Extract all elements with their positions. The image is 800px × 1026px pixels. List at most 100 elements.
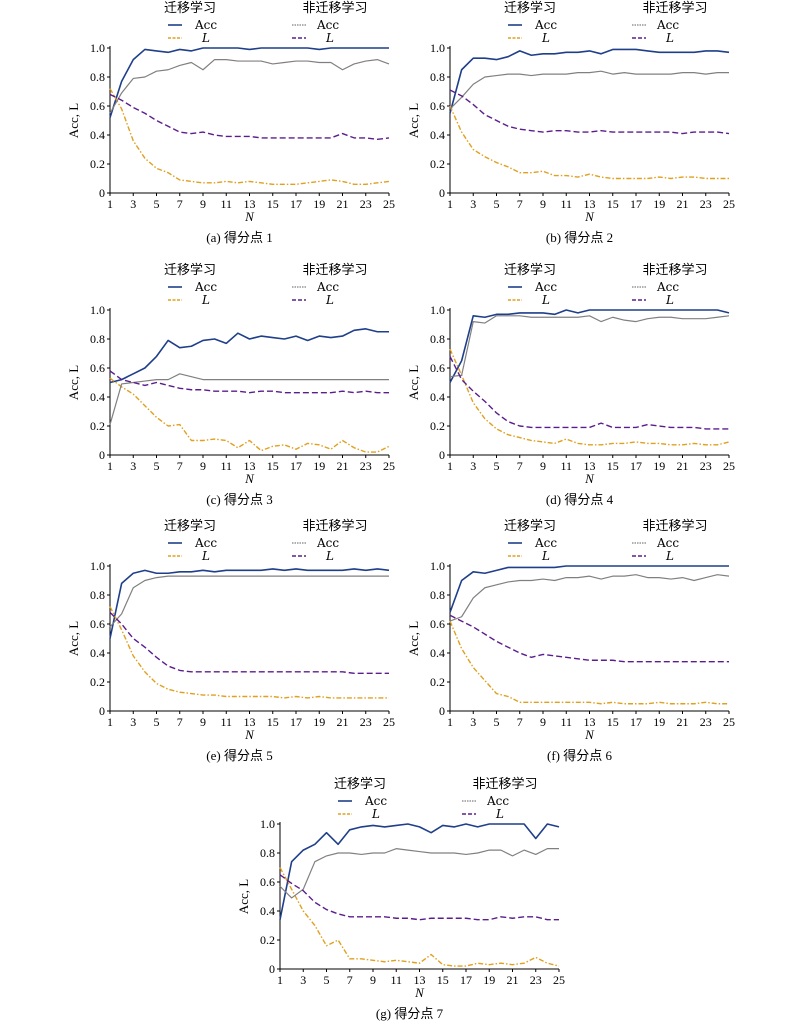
x-tick-label: 5 [154,459,160,473]
legend-label-acc-transfer: Acc [364,794,387,808]
x-tick-label: 13 [584,459,596,473]
x-tick-label: 25 [553,973,565,987]
legend-label-acc-transfer: Acc [194,536,217,550]
x-tick-label: 21 [677,459,689,473]
x-tick-label: 5 [494,715,500,729]
x-tick-label: 15 [607,197,619,211]
series-line-loss-transfer [109,377,390,453]
y-tick-label: 0.8 [430,332,445,346]
y-tick-label: 0.6 [430,617,445,631]
y-tick-label: 0.8 [90,332,105,346]
x-axis-title: N [584,727,595,742]
y-tick-label: 0.4 [430,646,445,660]
x-tick-label: 9 [540,715,546,729]
x-tick-label: 17 [630,459,642,473]
x-tick-label: 23 [360,715,372,729]
chart-panel-e: 迁移学习 非迁移学习 Acc L Acc L 0 0.2 0.4 0.6 0.8 1.0 1 3 5 7 9 11… [60,518,440,768]
x-tick-label: 23 [360,197,372,211]
x-tick-label: 19 [483,973,495,987]
legend-label-acc-nontransfer: Acc [656,18,679,32]
chart-panel-a: 迁移学习 非迁移学习 Acc L Acc L 0 0.2 0.4 0.6 0.8 1.0 1 3 5 7 9 11… [60,0,440,250]
y-tick-label: 0 [99,448,105,462]
x-tick-label: 5 [154,715,160,729]
chart-caption: (b) 得分点 2 [546,230,613,245]
x-tick-label: 25 [723,459,735,473]
legend-label-acc-transfer: Acc [534,536,557,550]
series-line-acc-nontransfer [449,315,730,378]
legend-label-loss-transfer: L [541,549,550,563]
series-line-loss-transfer [109,88,390,186]
x-tick-label: 1 [107,459,113,473]
y-tick-label: 0.6 [90,99,105,113]
legend-label-loss-transfer: L [541,31,550,45]
x-tick-label: 3 [130,459,136,473]
x-tick-label: 21 [337,197,349,211]
x-tick-label: 19 [653,197,665,211]
x-tick-label: 9 [200,459,206,473]
x-tick-label: 3 [470,197,476,211]
x-tick-label: 21 [677,715,689,729]
x-axis-title: N [584,471,595,486]
legend-label-loss-nontransfer: L [325,31,334,45]
x-tick-label: 3 [470,715,476,729]
chart-panel-g: 迁移学习 非迁移学习 Acc L Acc L 0 0.2 0.4 0.6 0.8 1.0 1 3 5 7 9 11… [230,776,610,1026]
series-line-acc-nontransfer [109,58,390,114]
y-tick-label: 1.0 [430,559,445,573]
legend-label-acc-transfer: Acc [194,280,217,294]
y-tick-label: 0 [439,186,445,200]
legend-group-nontransfer: 非迁移学习 [642,262,707,278]
x-tick-label: 7 [177,459,183,473]
x-tick-label: 7 [517,715,523,729]
chart-caption: (d) 得分点 4 [546,492,614,507]
series-line-acc-nontransfer [449,574,730,622]
x-tick-label: 25 [723,715,735,729]
x-tick-label: 1 [447,459,453,473]
x-tick-label: 9 [540,459,546,473]
x-axis-title: N [414,985,425,1000]
x-tick-label: 15 [267,197,279,211]
y-tick-label: 0.2 [430,157,445,171]
x-tick-label: 13 [414,973,426,987]
x-tick-label: 3 [130,197,136,211]
x-tick-label: 21 [507,973,519,987]
x-axis-title: N [244,471,255,486]
y-tick-label: 1.0 [90,559,105,573]
y-tick-label: 1.0 [430,41,445,55]
series-line-acc-transfer [109,47,389,118]
legend-label-acc-transfer: Acc [534,18,557,32]
y-axis-title: Acc, L [406,103,421,138]
x-tick-label: 7 [347,973,353,987]
x-tick-label: 1 [447,715,453,729]
x-tick-label: 25 [383,197,395,211]
y-tick-label: 1.0 [260,817,275,831]
chart-panel-f: 迁移学习 非迁移学习 Acc L Acc L 0 0.2 0.4 0.6 0.8 1.0 1 3 5 7 9 11… [400,518,780,768]
x-tick-label: 23 [700,715,712,729]
chart-caption: (f) 得分点 6 [547,748,612,763]
series-line-loss-nontransfer [109,93,390,141]
legend-label-loss-nontransfer: L [665,549,674,563]
series-line-loss-nontransfer [449,356,729,430]
legend-label-acc-nontransfer: Acc [316,536,339,550]
x-tick-label: 5 [494,197,500,211]
x-tick-label: 23 [530,973,542,987]
legend-label-loss-nontransfer: L [665,31,674,45]
y-tick-label: 0.2 [90,675,105,689]
legend-label-acc-nontransfer: Acc [656,536,679,550]
series-line-acc-nontransfer [449,70,729,110]
series-line-acc-transfer [109,328,389,384]
legend-label-acc-transfer: Acc [194,18,217,32]
x-tick-label: 19 [313,715,325,729]
legend-group-nontransfer: 非迁移学习 [642,0,707,16]
y-tick-label: 1.0 [430,303,445,317]
x-tick-label: 15 [607,459,619,473]
y-axis-title: Acc, L [236,879,251,914]
legend-group-transfer: 迁移学习 [504,262,556,278]
x-tick-label: 3 [470,459,476,473]
x-tick-label: 1 [107,715,113,729]
y-tick-label: 0.6 [260,875,275,889]
